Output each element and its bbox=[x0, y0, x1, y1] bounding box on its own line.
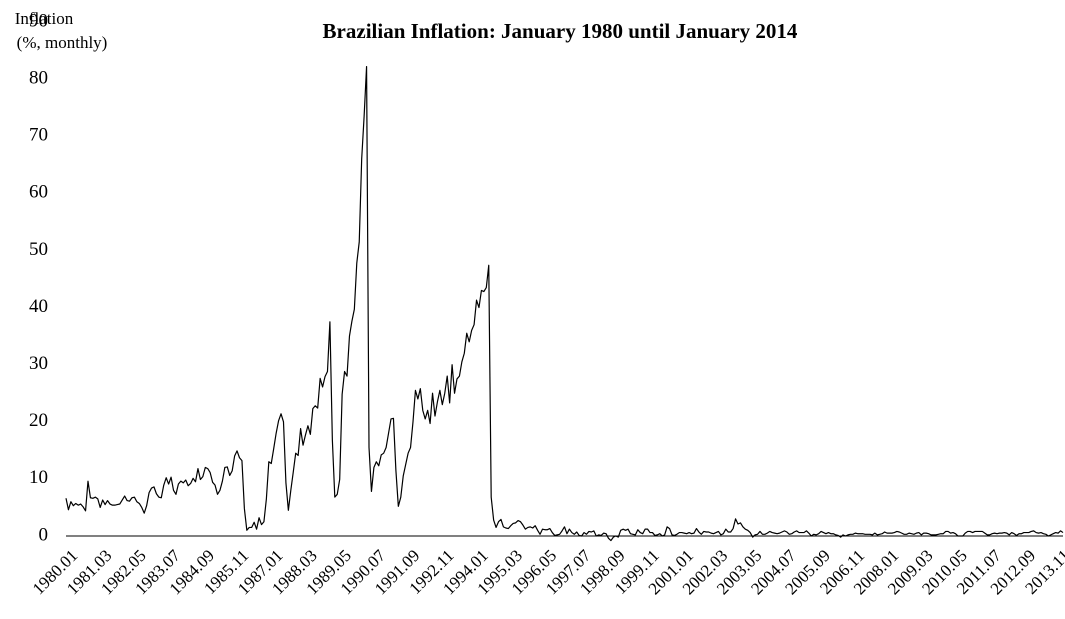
line-series bbox=[65, 65, 1064, 542]
y-tick-label: 0 bbox=[39, 524, 49, 545]
y-axis-title: Inflation bbox=[15, 9, 74, 28]
y-axis-title: (%, monthly) bbox=[17, 33, 108, 52]
y-tick-label: 10 bbox=[29, 467, 48, 488]
y-tick-label: 30 bbox=[29, 353, 48, 374]
y-tick-label: 70 bbox=[29, 125, 48, 146]
y-tick-label: 90 bbox=[29, 10, 48, 31]
y-tick-label: 60 bbox=[29, 182, 48, 203]
chart-title: Brazilian Inflation: January 1980 until … bbox=[323, 19, 798, 43]
y-tick-label: 20 bbox=[29, 410, 48, 431]
y-tick-label: 40 bbox=[29, 296, 48, 317]
y-tick-label: 80 bbox=[29, 67, 48, 88]
y-tick-label: 50 bbox=[29, 239, 48, 260]
